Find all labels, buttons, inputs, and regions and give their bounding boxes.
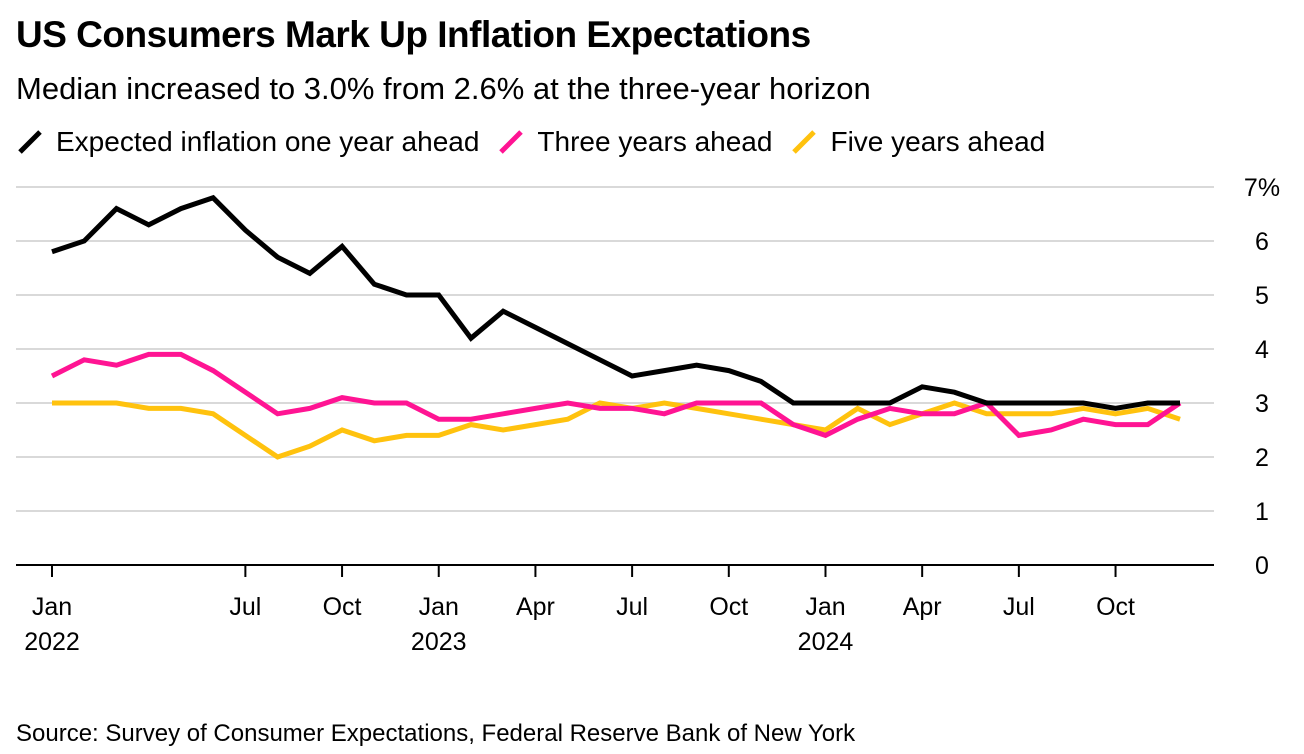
y-tick-label: 4 bbox=[1255, 336, 1269, 364]
x-tick-label: Jan bbox=[32, 593, 72, 621]
legend-item-three-year: Three years ahead bbox=[497, 126, 772, 158]
legend-swatch-three-year bbox=[499, 130, 524, 154]
legend-item-one-year: Expected inflation one year ahead bbox=[16, 126, 479, 158]
x-tick-label: Jul bbox=[229, 593, 261, 621]
series-line-one-year bbox=[51, 194, 1180, 411]
y-axis: 0 1 2 3 4 5 6 7% bbox=[1244, 174, 1280, 580]
x-tick-label: Jan bbox=[419, 593, 459, 621]
x-tick-year-label: 2023 bbox=[411, 628, 467, 656]
y-tick-label: 6 bbox=[1255, 228, 1269, 256]
gridlines bbox=[16, 186, 1214, 566]
legend: Expected inflation one year ahead Three … bbox=[16, 126, 1063, 158]
legend-label-three-year: Three years ahead bbox=[537, 126, 773, 157]
x-tick-label: Apr bbox=[903, 593, 942, 621]
x-tick-year-label: 2024 bbox=[798, 628, 854, 656]
x-tick-label: Oct bbox=[1096, 593, 1135, 621]
y-tick-label: 1 bbox=[1255, 498, 1269, 526]
series-lines bbox=[50, 194, 1182, 460]
x-axis: Jan 2022 Jul Oct Jan 2023 Apr Jul Oct Jan 2024 Apr J… bbox=[24, 565, 1135, 656]
legend-label-one-year: Expected inflation one year ahead bbox=[56, 126, 480, 157]
x-tick-label: Jul bbox=[1003, 593, 1035, 621]
legend-item-five-year: Five years ahead bbox=[790, 126, 1045, 158]
series-line-five-year bbox=[52, 400, 1181, 460]
legend-label-five-year: Five years ahead bbox=[830, 126, 1046, 157]
chart-title: US Consumers Mark Up Inflation Expectati… bbox=[16, 14, 811, 55]
chart-subtitle: Median increased to 3.0% from 2.6% at th… bbox=[16, 71, 871, 106]
y-tick-label: 3 bbox=[1255, 390, 1269, 418]
legend-swatch-five-year bbox=[792, 130, 817, 154]
source-note: Source: Survey of Consumer Expectations,… bbox=[16, 720, 856, 747]
y-tick-label: 2 bbox=[1255, 444, 1269, 472]
x-tick-label: Apr bbox=[516, 593, 555, 621]
y-tick-label: 0 bbox=[1255, 552, 1269, 580]
y-tick-label: 7% bbox=[1244, 174, 1280, 202]
series-line-three-year bbox=[50, 351, 1182, 439]
legend-swatch-one-year bbox=[18, 130, 42, 154]
y-tick-label: 5 bbox=[1255, 282, 1269, 310]
x-tick-label: Jul bbox=[616, 593, 648, 621]
x-tick-year-label: 2022 bbox=[24, 628, 80, 656]
x-tick-label: Jan bbox=[805, 593, 845, 621]
x-tick-label: Oct bbox=[709, 593, 748, 621]
x-tick-label: Oct bbox=[323, 593, 362, 621]
